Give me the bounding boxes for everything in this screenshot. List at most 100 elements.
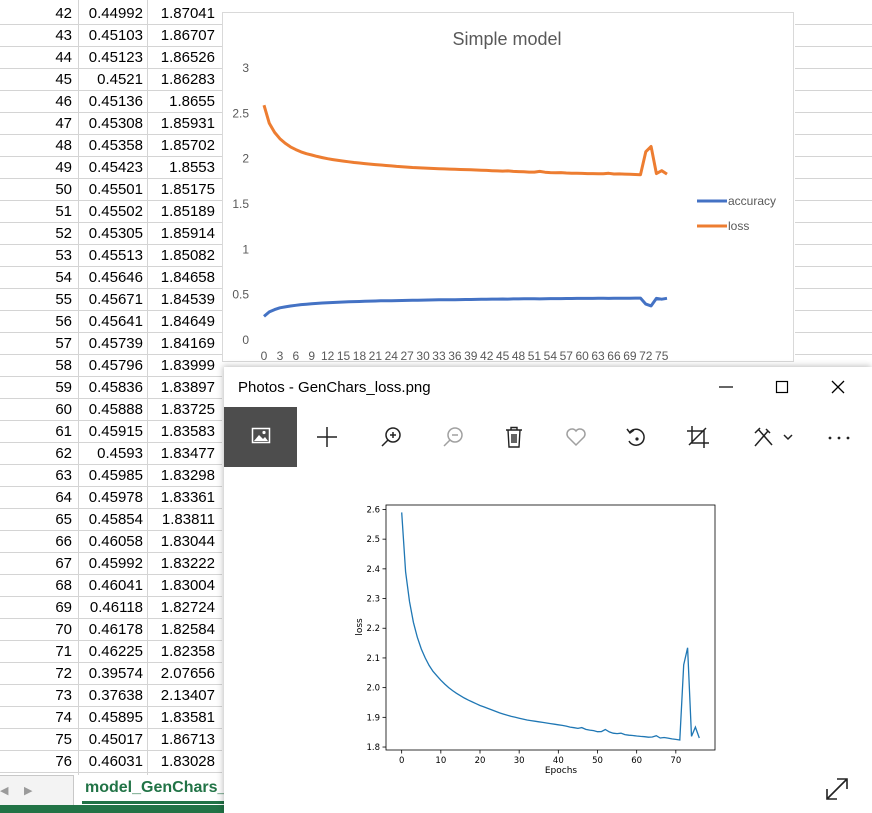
table-row[interactable]: 64 0.45978 1.83361: [0, 487, 222, 509]
row-number-cell[interactable]: 76: [55, 753, 72, 770]
table-row[interactable]: 76 0.46031 1.83028: [0, 751, 222, 773]
accuracy-cell[interactable]: 0.45123: [88, 49, 143, 66]
table-row[interactable]: 44 0.45123 1.86526: [0, 47, 222, 69]
row-number-cell[interactable]: 75: [55, 731, 72, 748]
loss-cell[interactable]: 1.83477: [160, 445, 215, 462]
row-number-cell[interactable]: 69: [55, 599, 72, 616]
loss-cell[interactable]: 1.8553: [169, 159, 215, 176]
loss-cell[interactable]: 1.85082: [160, 247, 215, 264]
loss-cell[interactable]: 1.84169: [160, 335, 215, 352]
table-row[interactable]: 59 0.45836 1.83897: [0, 377, 222, 399]
table-row[interactable]: 67 0.45992 1.83222: [0, 553, 222, 575]
table-row[interactable]: 51 0.45502 1.85189: [0, 201, 222, 223]
table-row[interactable]: 58 0.45796 1.83999: [0, 355, 222, 377]
accuracy-cell[interactable]: 0.45136: [88, 93, 143, 110]
row-number-cell[interactable]: 53: [55, 247, 72, 264]
add-button[interactable]: [297, 407, 357, 467]
accuracy-cell[interactable]: 0.46225: [88, 643, 143, 660]
loss-cell[interactable]: 1.83222: [160, 555, 215, 572]
accuracy-cell[interactable]: 0.45305: [88, 225, 143, 242]
row-number-cell[interactable]: 49: [55, 159, 72, 176]
row-number-cell[interactable]: 52: [55, 225, 72, 242]
table-row[interactable]: 56 0.45641 1.84649: [0, 311, 222, 333]
minimize-button[interactable]: [698, 367, 754, 407]
table-row[interactable]: 42 0.44992 1.87041: [0, 3, 222, 25]
accuracy-cell[interactable]: 0.46178: [88, 621, 143, 638]
row-number-cell[interactable]: 73: [55, 687, 72, 704]
triangle-right-icon[interactable]: ▶: [24, 785, 33, 797]
accuracy-cell[interactable]: 0.46058: [88, 533, 143, 550]
loss-cell[interactable]: 1.83361: [160, 489, 215, 506]
zoom-in-button[interactable]: [362, 407, 422, 467]
accuracy-cell[interactable]: 0.44992: [88, 5, 143, 22]
loss-cell[interactable]: 1.83298: [160, 467, 215, 484]
accuracy-cell[interactable]: 0.45739: [88, 335, 143, 352]
table-row[interactable]: 49 0.45423 1.8553: [0, 157, 222, 179]
accuracy-cell[interactable]: 0.39574: [88, 665, 143, 682]
edit-button[interactable]: [734, 407, 804, 467]
row-number-cell[interactable]: 74: [55, 709, 72, 726]
sheet-tab[interactable]: model_GenChars_: [73, 775, 226, 805]
accuracy-cell[interactable]: 0.45895: [88, 709, 143, 726]
table-row[interactable]: 61 0.45915 1.83583: [0, 421, 222, 443]
table-row[interactable]: 69 0.46118 1.82724: [0, 597, 222, 619]
accuracy-cell[interactable]: 0.46118: [89, 599, 143, 616]
table-row[interactable]: 73 0.37638 2.13407: [0, 685, 222, 707]
row-number-cell[interactable]: 44: [55, 49, 72, 66]
loss-cell[interactable]: 2.13407: [160, 687, 215, 704]
loss-cell[interactable]: 1.82358: [160, 643, 215, 660]
table-row[interactable]: 50 0.45501 1.85175: [0, 179, 222, 201]
table-row[interactable]: 63 0.45985 1.83298: [0, 465, 222, 487]
accuracy-cell[interactable]: 0.45796: [88, 357, 143, 374]
loss-cell[interactable]: 1.83004: [160, 577, 215, 594]
table-row[interactable]: 62 0.4593 1.83477: [0, 443, 222, 465]
accuracy-cell[interactable]: 0.45671: [88, 291, 143, 308]
row-number-cell[interactable]: 62: [55, 445, 72, 462]
row-number-cell[interactable]: 50: [55, 181, 72, 198]
view-image-button[interactable]: [224, 407, 297, 467]
loss-cell[interactable]: 1.85189: [160, 203, 215, 220]
row-number-cell[interactable]: 58: [55, 357, 72, 374]
image-viewer[interactable]: 0 10 20 30 40 50 60 70 1.8 1.9 2.0 2.1 2.2 2.3 2.4 2.5 2…: [224, 467, 872, 813]
loss-cell[interactable]: 1.86283: [160, 71, 215, 88]
accuracy-cell[interactable]: 0.45358: [88, 137, 143, 154]
more-button[interactable]: [809, 407, 869, 467]
loss-cell[interactable]: 1.82584: [160, 621, 215, 638]
zoom-out-button[interactable]: [424, 407, 484, 467]
row-number-cell[interactable]: 61: [55, 423, 72, 440]
loss-cell[interactable]: 1.83581: [160, 709, 215, 726]
accuracy-cell[interactable]: 0.45501: [88, 181, 143, 198]
accuracy-cell[interactable]: 0.45017: [88, 731, 143, 748]
excel-chart[interactable]: Simple model 0 0.5 1 1.5 2 2.5 3 0 3 6 9 12 15 18 21 2…: [222, 12, 794, 363]
table-row[interactable]: 65 0.45854 1.83811: [0, 509, 222, 531]
accuracy-cell[interactable]: 0.45308: [88, 115, 143, 132]
delete-button[interactable]: [484, 407, 544, 467]
table-row[interactable]: 66 0.46058 1.83044: [0, 531, 222, 553]
table-row[interactable]: 55 0.45671 1.84539: [0, 289, 222, 311]
loss-cell[interactable]: 1.84649: [160, 313, 215, 330]
loss-cell[interactable]: 1.83811: [161, 511, 215, 528]
accuracy-cell[interactable]: 0.45641: [88, 313, 143, 330]
accuracy-cell[interactable]: 0.45103: [88, 27, 143, 44]
table-row[interactable]: 60 0.45888 1.83725: [0, 399, 222, 421]
table-row[interactable]: 54 0.45646 1.84658: [0, 267, 222, 289]
row-number-cell[interactable]: 59: [55, 379, 72, 396]
row-number-cell[interactable]: 63: [55, 467, 72, 484]
maximize-button[interactable]: [754, 367, 810, 407]
table-row[interactable]: 57 0.45739 1.84169: [0, 333, 222, 355]
loss-cell[interactable]: 1.85914: [160, 225, 215, 242]
loss-cell[interactable]: 1.84658: [160, 269, 215, 286]
table-row[interactable]: 48 0.45358 1.85702: [0, 135, 222, 157]
accuracy-cell[interactable]: 0.45985: [88, 467, 143, 484]
row-number-cell[interactable]: 42: [55, 5, 72, 22]
loss-cell[interactable]: 1.83725: [160, 401, 215, 418]
loss-cell[interactable]: 1.84539: [160, 291, 215, 308]
loss-cell[interactable]: 1.83028: [160, 753, 215, 770]
row-number-cell[interactable]: 51: [55, 203, 72, 220]
crop-button[interactable]: [668, 407, 728, 467]
table-row[interactable]: 53 0.45513 1.85082: [0, 245, 222, 267]
row-number-cell[interactable]: 64: [55, 489, 72, 506]
loss-cell[interactable]: 2.07656: [160, 665, 215, 682]
loss-cell[interactable]: 1.83583: [160, 423, 215, 440]
accuracy-cell[interactable]: 0.45978: [88, 489, 143, 506]
